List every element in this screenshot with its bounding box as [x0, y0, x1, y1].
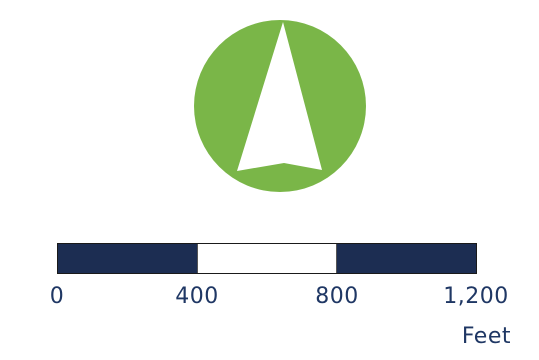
scale-tick-0: 0: [49, 284, 65, 309]
scale-tick-1200: 1,200: [443, 284, 509, 309]
scale-unit-label: Feet: [461, 324, 511, 349]
scale-bar: [57, 243, 477, 274]
scale-segment-3: [336, 244, 477, 273]
north-arrow-icon: [194, 20, 366, 192]
scale-segment-2: [196, 244, 337, 273]
scale-segment-1: [58, 244, 197, 273]
scale-tick-400: 400: [175, 284, 219, 309]
north-arrow-pointer: [237, 22, 322, 171]
scale-tick-800: 800: [315, 284, 359, 309]
north-arrow: [192, 18, 368, 194]
